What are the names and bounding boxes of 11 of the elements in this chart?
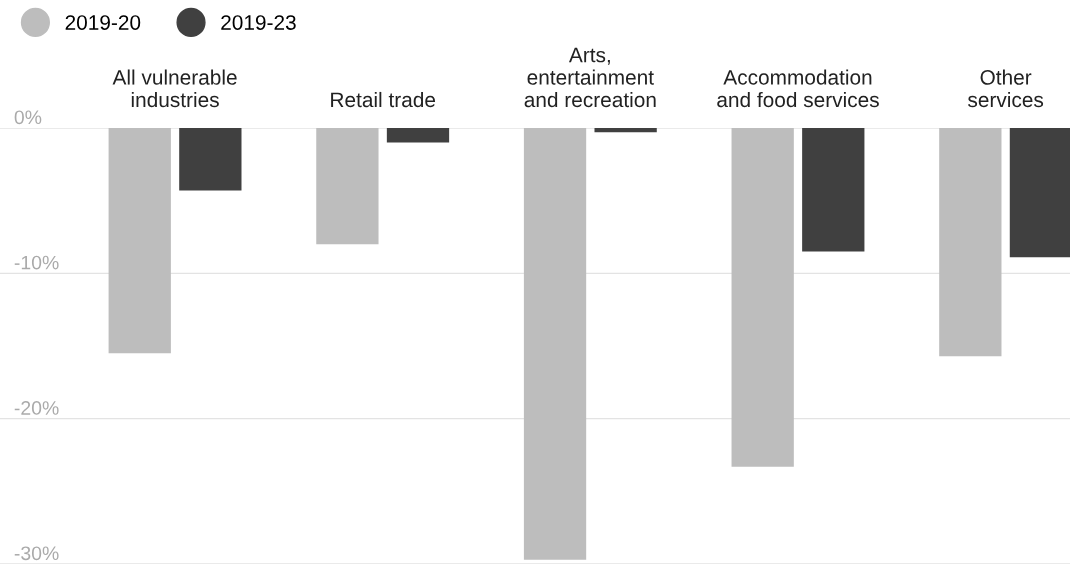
x-tick-label: All vulnerable industries [112,69,237,108]
y-tick-label: -10% [14,255,59,270]
y-tick-label: -30% [14,546,59,561]
legend-label: 2019-23 [221,15,296,30]
x-tick-label: Other services [968,69,1044,108]
x-tick-label: Retail trade [331,91,436,108]
x-tick-label: Accommodation and food services [717,69,879,108]
legend-label: 2019-20 [65,15,141,30]
y-tick-label: 0% [14,110,42,125]
y-tick-label: -20% [14,401,59,415]
x-tick-label: Arts, entertainment and recreation [524,47,656,108]
